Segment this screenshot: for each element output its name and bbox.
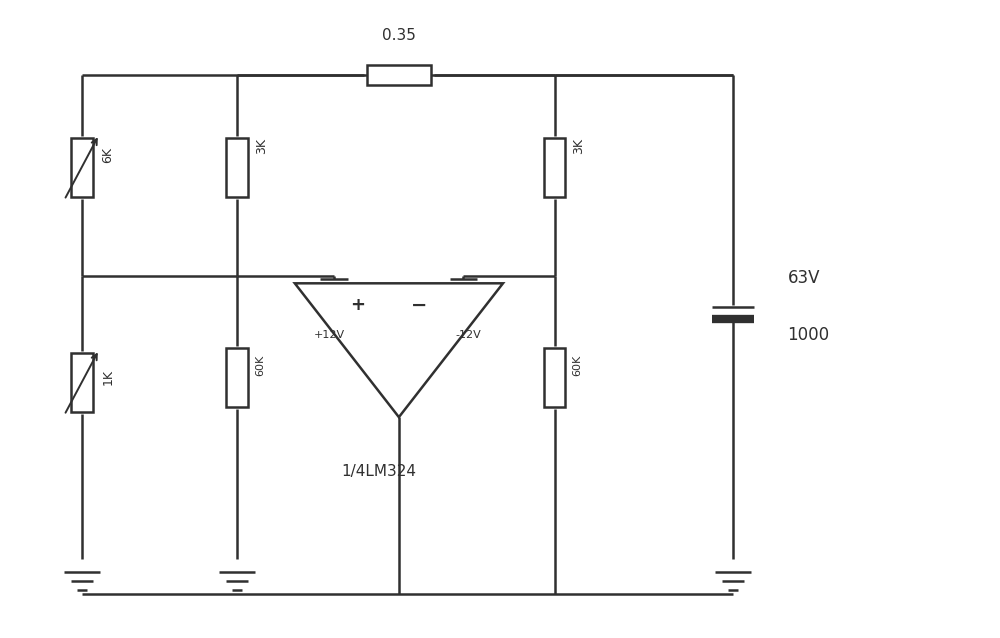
Text: 0.35: 0.35: [382, 29, 416, 43]
Text: −: −: [411, 295, 427, 315]
Text: +12V: +12V: [314, 330, 345, 340]
Bar: [544, 138, 565, 197]
Text: 3K: 3K: [255, 138, 268, 154]
Text: 6K: 6K: [102, 147, 115, 163]
Text: -12V: -12V: [456, 330, 481, 340]
Text: 1K: 1K: [102, 369, 115, 385]
Text: 60K: 60K: [255, 355, 265, 376]
Text: 60K: 60K: [572, 355, 582, 376]
Text: 3K: 3K: [572, 138, 585, 154]
Bar: [226, 138, 248, 197]
Text: 63V: 63V: [787, 269, 820, 287]
Bar: [71, 353, 93, 412]
Bar: [544, 348, 565, 407]
Polygon shape: [295, 283, 503, 417]
Bar: [367, 65, 431, 85]
Bar: [226, 348, 248, 407]
Bar: [71, 138, 93, 197]
Text: +: +: [350, 296, 365, 314]
Text: 1/4LM324: 1/4LM324: [342, 464, 417, 479]
Text: 1000: 1000: [787, 326, 830, 344]
